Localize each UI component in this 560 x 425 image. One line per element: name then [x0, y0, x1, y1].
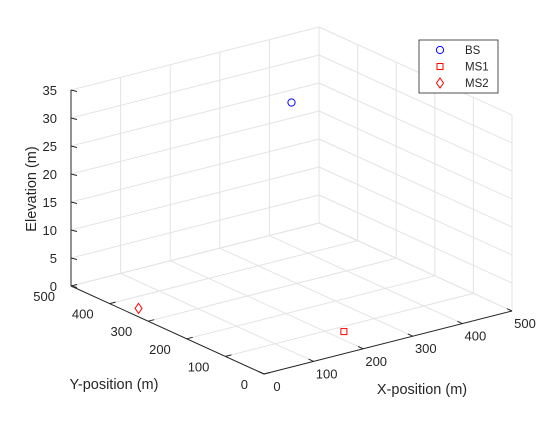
x-tick-mark [258, 371, 265, 375]
z-tick-mark [70, 89, 78, 92]
legend-label-bs: BS [465, 45, 481, 57]
y-tick-label: 100 [188, 359, 210, 374]
marker-bs [287, 98, 296, 107]
z-tick-mark [70, 173, 78, 176]
grid-line [70, 222, 320, 287]
y-tick-mark [225, 354, 232, 357]
y-axis-line [70, 285, 265, 375]
y-tick-label: 200 [149, 342, 171, 357]
legend-label-ms1: MS1 [465, 62, 489, 74]
grid-line [169, 260, 364, 350]
x-tick-mark [457, 320, 463, 325]
legend-marker-ms1 [436, 63, 444, 70]
y-tick-label: 500 [33, 289, 55, 304]
x-tick-label: 0 [273, 379, 280, 394]
x-tick-mark [407, 333, 414, 337]
z-tick-mark [70, 117, 78, 120]
grid-line [186, 275, 435, 340]
z-tick-label: 0 [50, 279, 57, 294]
grid-line [70, 54, 320, 119]
y-tick-mark [186, 336, 193, 340]
grid-line [318, 138, 513, 228]
grid-line [219, 247, 414, 337]
grid-line [70, 110, 320, 175]
x-axis-label: X-position (m) [377, 382, 467, 398]
x-tick-mark [506, 308, 513, 312]
grid-line [269, 235, 463, 325]
grid-line [70, 138, 320, 203]
z-tick-label: 5 [50, 251, 57, 266]
x-tick-label: 100 [316, 366, 338, 381]
grid-line [318, 82, 513, 172]
marker-ms1 [340, 328, 348, 336]
grid-line [318, 166, 513, 256]
legend-box [418, 39, 499, 94]
x-tick-label: 500 [514, 316, 536, 331]
y-tick-mark [263, 372, 271, 375]
z-axis-label: Elevation (m) [24, 146, 40, 231]
z-tick-label: 25 [43, 139, 57, 154]
grid-line [225, 292, 474, 357]
marker-ms2 [134, 302, 143, 315]
legend-label-ms2: MS2 [465, 78, 489, 90]
grid-line [70, 194, 320, 259]
z-tick-label: 30 [43, 111, 57, 126]
y-tick-label: 300 [110, 324, 132, 339]
z-tick-mark [70, 229, 78, 232]
grid-line [109, 240, 358, 305]
x-tick-label: 300 [415, 341, 437, 356]
y-tick-label: 0 [241, 377, 248, 392]
z-tick-label: 10 [43, 223, 57, 238]
grid-line [318, 110, 513, 200]
x-tick-label: 200 [365, 354, 387, 369]
y-tick-mark [109, 301, 116, 305]
legend-marker-bs [435, 45, 445, 55]
x-tick-mark [357, 346, 364, 350]
grid-line [120, 272, 314, 362]
y-axis-label: Y-position (m) [70, 377, 159, 393]
legend: BS MS1 MS2 [418, 39, 499, 94]
grid-line [148, 257, 397, 322]
z-tick-label: 20 [43, 167, 57, 182]
tick-labels: 0100200300400500010020030040050005101520… [33, 83, 536, 394]
x-tick-label: 400 [465, 329, 487, 344]
z-tick-label: 35 [43, 83, 57, 98]
z-tick-label: 15 [43, 195, 57, 210]
z-tick-mark [70, 257, 78, 260]
data-markers [134, 98, 348, 336]
y-tick-label: 400 [72, 307, 94, 322]
grid-line [70, 166, 320, 231]
z-tick-mark [70, 201, 78, 204]
y-tick-mark [148, 319, 155, 322]
grid-line [70, 82, 320, 147]
z-tick-mark [70, 145, 78, 148]
x-axis-line [263, 310, 513, 375]
grid-line [318, 222, 513, 312]
x-tick-mark [308, 358, 314, 362]
z-tick-mark [70, 285, 78, 288]
grid-line [318, 54, 513, 144]
legend-items: BS MS1 MS2 [435, 45, 489, 90]
grid-line [70, 26, 320, 91]
axis-layer [70, 89, 513, 375]
legend-marker-ms2 [435, 77, 445, 89]
grid-line [318, 26, 513, 116]
grid-line [318, 194, 513, 284]
